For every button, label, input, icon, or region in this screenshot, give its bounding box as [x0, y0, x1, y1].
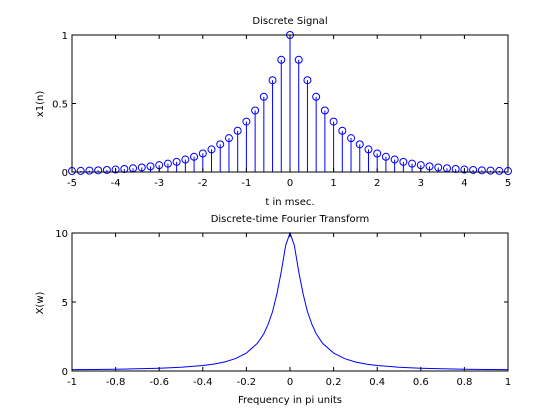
stem-marker	[390, 155, 399, 164]
x-tick-label: 5	[505, 178, 511, 189]
stem-marker	[251, 106, 260, 115]
stem-marker	[347, 134, 356, 143]
stem-marker	[181, 155, 190, 164]
stem-marker	[94, 166, 103, 175]
x-tick-label: -5	[67, 178, 77, 189]
stem-marker	[434, 163, 443, 172]
chart-title: Discrete Signal	[252, 16, 327, 27]
stem-marker	[198, 149, 207, 158]
stem-marker	[312, 92, 321, 101]
stem-marker	[338, 126, 347, 135]
stem-marker	[320, 106, 329, 115]
x-tick-label: -0.2	[237, 377, 257, 388]
y-axis-label: x1(n)	[35, 91, 46, 118]
y-tick-label: 5	[62, 298, 68, 309]
stem-marker	[146, 162, 155, 171]
stem-marker	[303, 76, 312, 85]
stem-marker	[190, 152, 199, 161]
chart-title: Discrete-time Fourier Transform	[211, 214, 370, 225]
line-chart: Discrete-time Fourier Transform Frequenc…	[35, 214, 511, 406]
stem-marker	[355, 140, 364, 149]
stem-chart: Discrete Signal t in msec. x1(n) -5 -4 -3 -…	[35, 16, 512, 208]
plot-frame	[71, 34, 509, 173]
stem-marker	[85, 166, 94, 175]
stem-marker	[460, 165, 469, 174]
x-tick-label: 0	[287, 377, 293, 388]
y-axis-label: X(w)	[35, 291, 46, 314]
stem-marker	[207, 145, 216, 154]
x-tick-label: -2	[198, 178, 208, 189]
x-tick-label: -4	[111, 178, 121, 189]
stem-marker	[373, 149, 382, 158]
stem-marker	[216, 140, 225, 149]
stem-marker	[364, 145, 373, 154]
y-tick-label: 0	[62, 168, 68, 179]
stem-marker	[268, 76, 277, 85]
stem-marker	[381, 152, 390, 161]
stem-marker	[329, 117, 338, 126]
x-tick-label: -0.4	[193, 377, 213, 388]
x-tick-label: 0	[287, 178, 293, 189]
stem-marker	[425, 162, 434, 171]
x-tick-label: -3	[154, 178, 164, 189]
stem-marker	[76, 166, 85, 175]
stem-marker	[277, 55, 286, 64]
x-tick-label: -1	[67, 377, 77, 388]
stem-marker	[486, 166, 495, 175]
stem-marker	[259, 92, 268, 101]
x-tick-label: 0.6	[413, 377, 429, 388]
stem-marker	[477, 166, 486, 175]
stem-marker	[111, 165, 120, 174]
stem-marker	[137, 163, 146, 172]
stem-marker	[294, 55, 303, 64]
x-tick-label: 1	[505, 377, 511, 388]
stem-marker	[495, 166, 504, 175]
stem-marker	[102, 165, 111, 174]
stem-marker	[399, 157, 408, 166]
plot-frame	[71, 232, 509, 372]
x-tick-label: -1	[241, 178, 251, 189]
y-tick-label: 0.5	[52, 100, 68, 111]
x-tick-label: 1	[330, 178, 336, 189]
x-tick-label: -0.6	[149, 377, 169, 388]
stem-marker	[163, 159, 172, 168]
x-axis-label: Frequency in pi units	[238, 395, 342, 406]
x-tick-label: 2	[374, 178, 380, 189]
x-tick-label: 3	[418, 178, 424, 189]
stem-marker	[408, 159, 417, 168]
x-tick-label: 0.8	[456, 377, 472, 388]
stem-marker	[469, 165, 478, 174]
y-tick-label: 0	[62, 367, 68, 378]
x-tick-label: -0.8	[106, 377, 126, 388]
y-tick-label: 10	[55, 229, 68, 240]
x-tick-label: 4	[461, 178, 467, 189]
x-tick-label: 0.4	[369, 377, 385, 388]
x-tick-label: 0.2	[326, 377, 342, 388]
x-axis-label: t in msec.	[265, 197, 314, 208]
stem-marker	[172, 157, 181, 166]
stem-marker	[242, 117, 251, 126]
stem-marker	[224, 134, 233, 143]
stem-marker	[233, 126, 242, 135]
y-tick-label: 1	[62, 31, 68, 42]
